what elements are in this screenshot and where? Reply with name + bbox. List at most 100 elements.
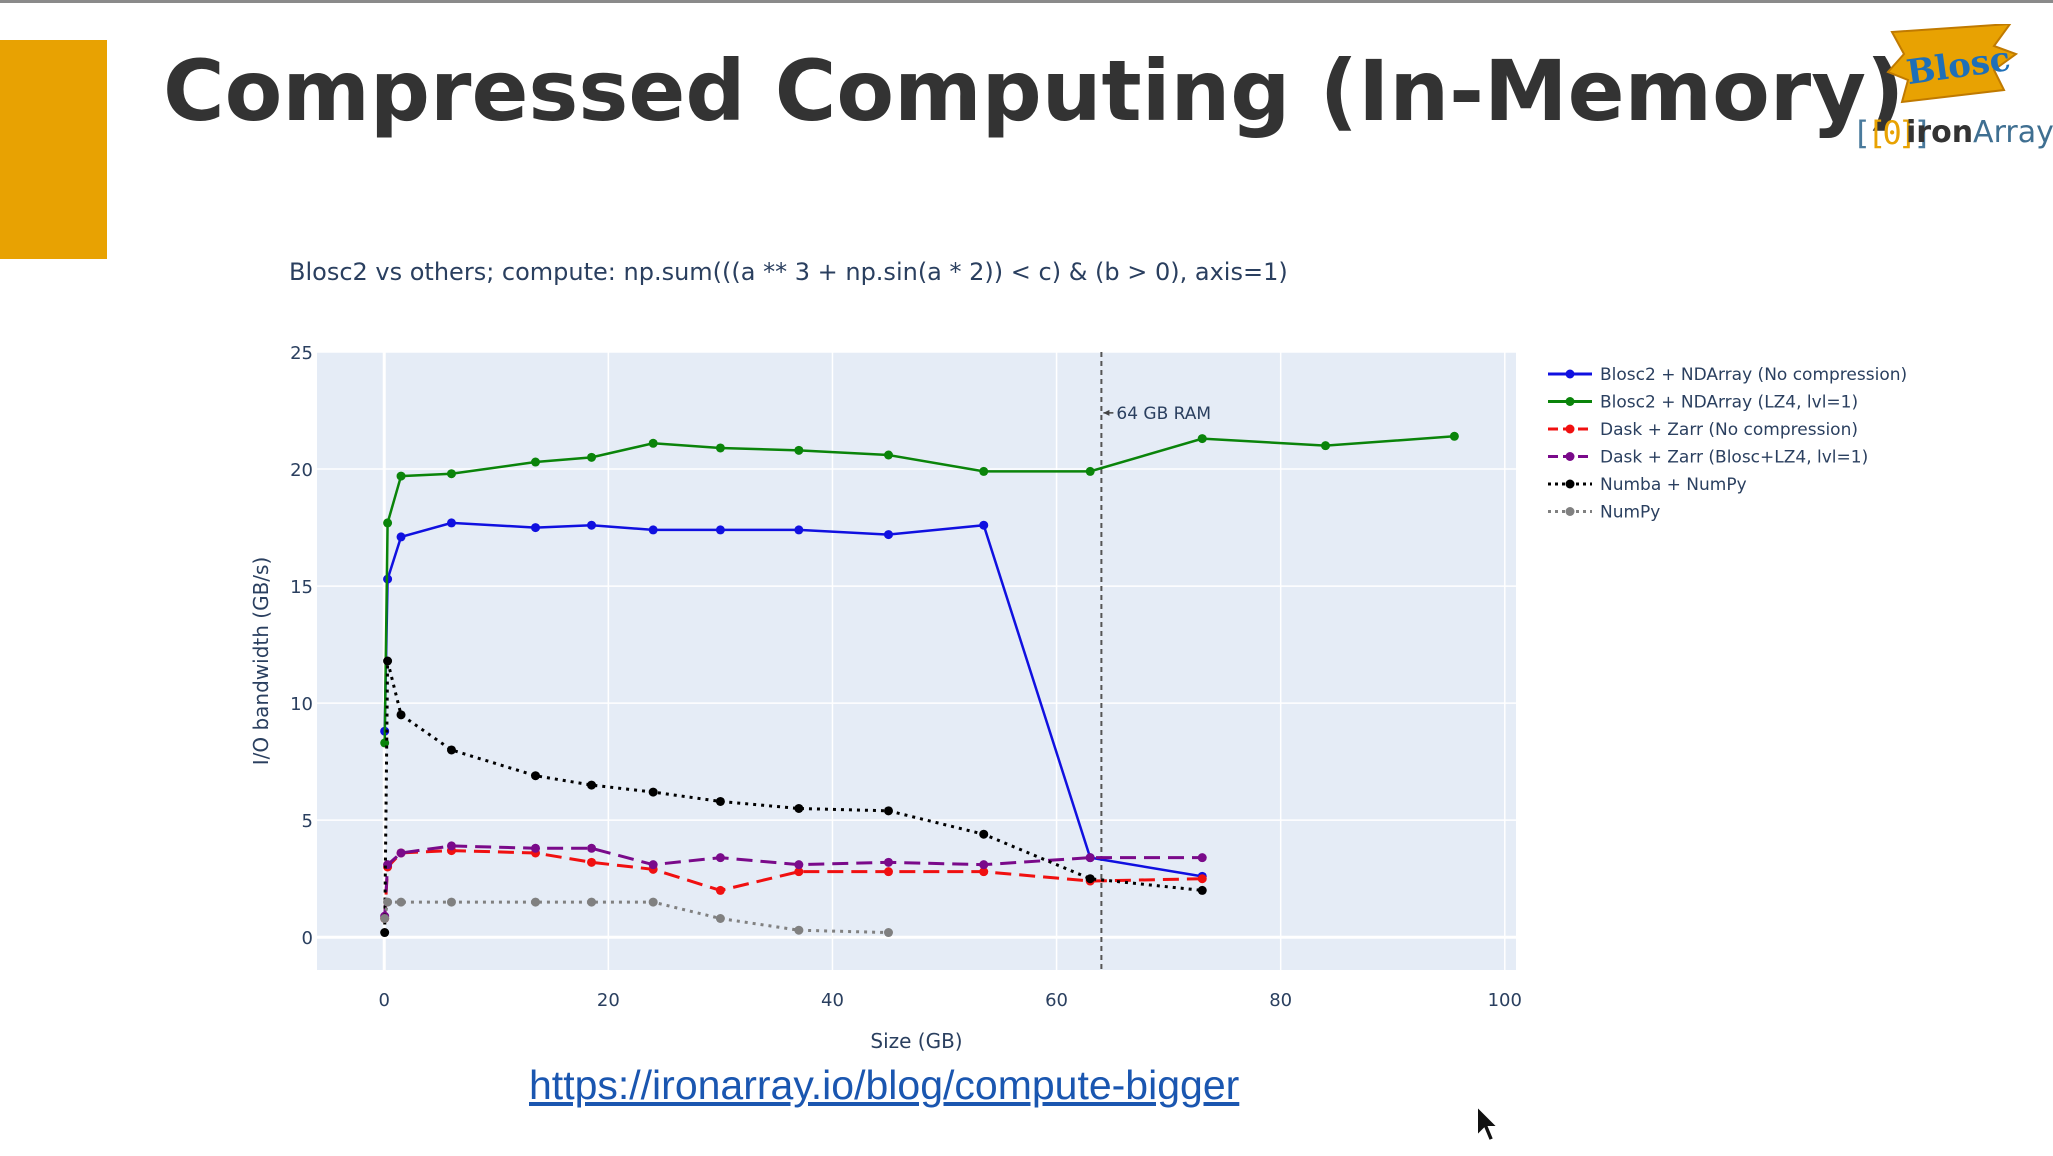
series bbox=[380, 431, 1459, 938]
data-point bbox=[648, 438, 658, 448]
data-point bbox=[1085, 853, 1095, 863]
data-point bbox=[715, 525, 725, 535]
data-point bbox=[648, 860, 658, 870]
data-point bbox=[380, 928, 390, 938]
x-tick-label: 40 bbox=[821, 990, 844, 1011]
y-tick-label: 5 bbox=[302, 811, 313, 832]
x-tick-label: 20 bbox=[597, 990, 620, 1011]
legend-item: Dask + Zarr (Blosc+LZ4, lvl=1) bbox=[1548, 448, 1868, 468]
data-point bbox=[1197, 885, 1207, 895]
legend-marker bbox=[1565, 479, 1575, 489]
legend-marker bbox=[1565, 507, 1575, 516]
data-point bbox=[396, 710, 406, 720]
data-point bbox=[794, 860, 804, 870]
data-point bbox=[1321, 441, 1331, 451]
data-point bbox=[446, 897, 456, 907]
legend-label: Dask + Zarr (No compression) bbox=[1600, 420, 1858, 440]
y-tick-labels: 0 5 10 15 20 25 bbox=[290, 343, 313, 949]
data-point bbox=[380, 738, 390, 748]
legend-label: Blosc2 + NDArray (No compression) bbox=[1600, 365, 1907, 385]
data-point bbox=[715, 914, 725, 923]
data-point bbox=[587, 897, 597, 907]
data-point bbox=[979, 466, 989, 476]
series-line bbox=[383, 900, 889, 935]
data-point bbox=[383, 897, 393, 907]
series-5 bbox=[380, 656, 1207, 938]
data-point bbox=[794, 803, 804, 813]
data-point bbox=[587, 780, 597, 790]
data-point bbox=[531, 523, 541, 533]
data-point bbox=[531, 457, 541, 467]
legend-marker bbox=[1565, 369, 1575, 379]
y-tick-label: 0 bbox=[302, 928, 313, 949]
legend: Blosc2 + NDArray (No compression) Blosc2 … bbox=[1548, 365, 1907, 523]
x-tick-label: 100 bbox=[1488, 990, 1522, 1011]
legend-item: Dask + Zarr (No compression) bbox=[1548, 420, 1858, 440]
plot-area bbox=[317, 352, 1516, 970]
data-point bbox=[1449, 431, 1459, 441]
data-point bbox=[715, 796, 725, 806]
ironarray-prefix: iron bbox=[1906, 115, 1974, 150]
y-tick-label: 10 bbox=[290, 694, 313, 715]
annotation: 64 GB RAM bbox=[1100, 352, 1211, 970]
data-point bbox=[396, 848, 406, 858]
x-axis-label: Size (GB) bbox=[870, 1029, 962, 1053]
x-tick-label: 80 bbox=[1269, 990, 1292, 1011]
y-axis-label: I/O bandwidth (GB/s) bbox=[249, 557, 273, 766]
legend-label: NumPy bbox=[1600, 503, 1660, 523]
ironarray-logo-text: ironArray bbox=[1906, 115, 2053, 150]
data-point bbox=[883, 530, 893, 540]
data-point bbox=[531, 771, 541, 781]
logos: Blosc [[0]] ironArray bbox=[1850, 18, 2053, 152]
x-tick-label: 0 bbox=[379, 990, 390, 1011]
data-point bbox=[1197, 874, 1207, 884]
series-2 bbox=[380, 431, 1459, 748]
y-tick-label: 15 bbox=[290, 577, 313, 598]
legend-item: Blosc2 + NDArray (LZ4, lvl=1) bbox=[1548, 393, 1858, 413]
series-4 bbox=[380, 841, 1207, 921]
data-point bbox=[715, 443, 725, 453]
data-point bbox=[383, 656, 393, 666]
data-point bbox=[794, 925, 804, 935]
data-point bbox=[446, 469, 456, 479]
data-point bbox=[979, 860, 989, 870]
blog-link[interactable]: https://ironarray.io/blog/compute-bigger bbox=[529, 1062, 1240, 1108]
data-point bbox=[715, 853, 725, 863]
data-point bbox=[648, 787, 658, 797]
data-point bbox=[396, 897, 406, 907]
data-point bbox=[446, 745, 456, 755]
slide-accent-block bbox=[0, 40, 107, 259]
data-point bbox=[794, 525, 804, 535]
legend-label: Dask + Zarr (Blosc+LZ4, lvl=1) bbox=[1600, 448, 1868, 468]
data-point bbox=[883, 867, 893, 877]
legend-marker bbox=[1565, 424, 1575, 434]
data-point bbox=[531, 843, 541, 853]
annotation-label: 64 GB RAM bbox=[1116, 404, 1211, 424]
data-point bbox=[883, 928, 893, 938]
legend-item: Blosc2 + NDArray (No compression) bbox=[1548, 365, 1907, 385]
x-tick-labels: 0 20 40 60 80 100 bbox=[379, 990, 1522, 1011]
data-point bbox=[883, 857, 893, 867]
slide-title: Compressed Computing (In-Memory) bbox=[163, 42, 1905, 140]
data-point bbox=[396, 471, 406, 481]
annotation-arrowhead bbox=[1103, 409, 1110, 416]
data-point bbox=[1085, 874, 1095, 884]
legend-item: Numba + NumPy bbox=[1548, 475, 1747, 495]
data-point bbox=[396, 532, 406, 542]
legend-item: NumPy bbox=[1548, 503, 1660, 523]
data-point bbox=[979, 867, 989, 877]
legend-label: Numba + NumPy bbox=[1600, 475, 1747, 495]
ironarray-suffix: Array bbox=[1973, 115, 2053, 150]
legend-label: Blosc2 + NDArray (LZ4, lvl=1) bbox=[1600, 393, 1858, 413]
data-point bbox=[648, 525, 658, 535]
data-point bbox=[380, 914, 390, 923]
data-point bbox=[446, 841, 456, 851]
data-point bbox=[794, 445, 804, 455]
data-point bbox=[1085, 466, 1095, 476]
mouse-cursor-icon bbox=[1476, 1104, 1501, 1143]
x-tick-label: 60 bbox=[1045, 990, 1068, 1011]
slide-top-border bbox=[0, 0, 2053, 3]
data-point bbox=[1197, 434, 1207, 444]
data-point bbox=[446, 518, 456, 528]
chart-title: Blosc2 vs others; compute: np.sum(((a **… bbox=[289, 258, 1288, 286]
